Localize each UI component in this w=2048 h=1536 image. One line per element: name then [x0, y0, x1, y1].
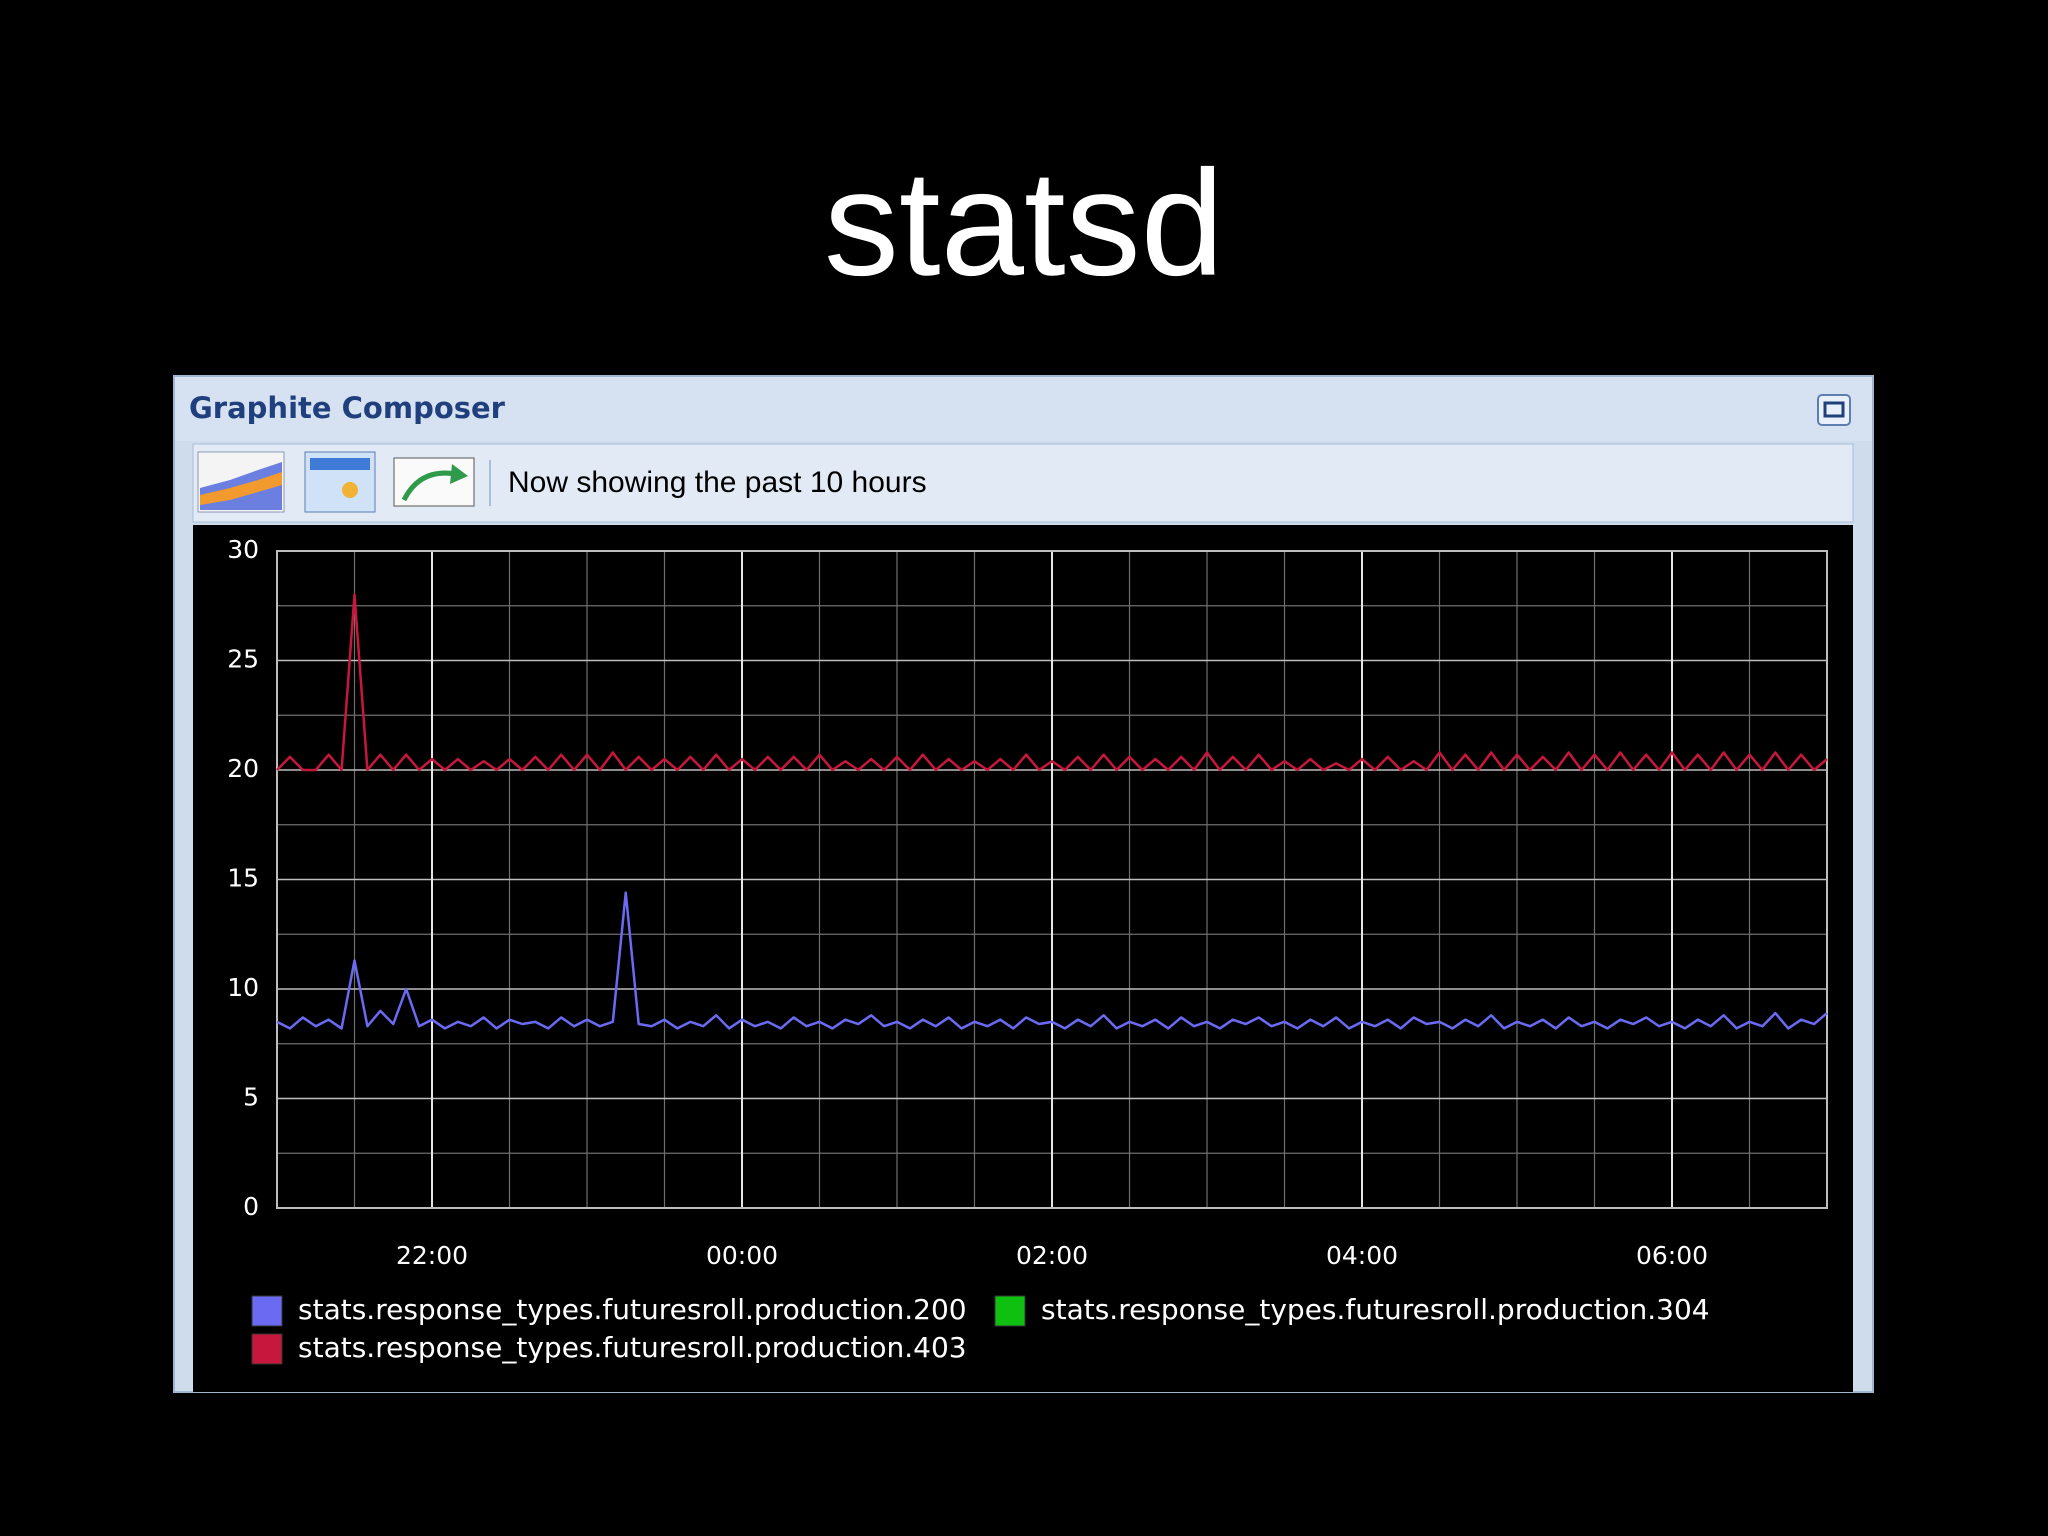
x-tick-label: 02:00: [1016, 1241, 1088, 1270]
slide-title: statsd: [824, 139, 1224, 307]
chart-background: [193, 525, 1853, 1392]
y-tick-label: 20: [227, 754, 259, 783]
refresh-button[interactable]: [393, 457, 475, 507]
date-range-button[interactable]: [304, 451, 376, 513]
y-tick-label: 30: [227, 535, 259, 564]
y-tick-label: 10: [227, 973, 259, 1002]
legend-label: stats.response_types.futuresroll.product…: [298, 1293, 967, 1326]
icon-arrow: [401, 470, 457, 502]
x-tick-label: 04:00: [1326, 1241, 1398, 1270]
icon-frame: [393, 457, 475, 507]
y-tick-label: 15: [227, 864, 259, 893]
icon-arrowhead: [450, 464, 468, 484]
icon-star: [342, 482, 358, 498]
legend-label: stats.response_types.futuresroll.product…: [1041, 1293, 1710, 1326]
legend-swatch: [251, 1295, 283, 1327]
x-tick-label: 22:00: [396, 1241, 468, 1270]
graph-options-button[interactable]: [197, 451, 285, 513]
status-text: Now showing the past 10 hours: [508, 466, 927, 499]
plot-frame: [276, 550, 1828, 1209]
series-line: [276, 891, 1828, 1030]
x-tick-label: 06:00: [1636, 1241, 1708, 1270]
legend-swatch: [994, 1295, 1026, 1327]
y-tick-label: 25: [227, 645, 259, 674]
x-tick-label: 00:00: [706, 1241, 778, 1270]
series-line: [276, 593, 1828, 772]
legend-label: stats.response_types.futuresroll.product…: [298, 1331, 967, 1364]
icon-area: [200, 472, 282, 505]
y-tick-label: 0: [243, 1192, 259, 1221]
icon-calendar-top: [310, 458, 370, 470]
legend-swatch: [251, 1333, 283, 1365]
window-header: [175, 377, 1872, 441]
window-title: Graphite Composer: [189, 391, 506, 425]
maximize-button[interactable]: [1817, 394, 1851, 426]
plot: 0 5 10 15 20 25 30 22:00 00:00 02:00 04:00 06:00 sta…: [227, 535, 1828, 1365]
maximize-icon: [1823, 401, 1845, 418]
y-tick-label: 5: [243, 1083, 259, 1112]
